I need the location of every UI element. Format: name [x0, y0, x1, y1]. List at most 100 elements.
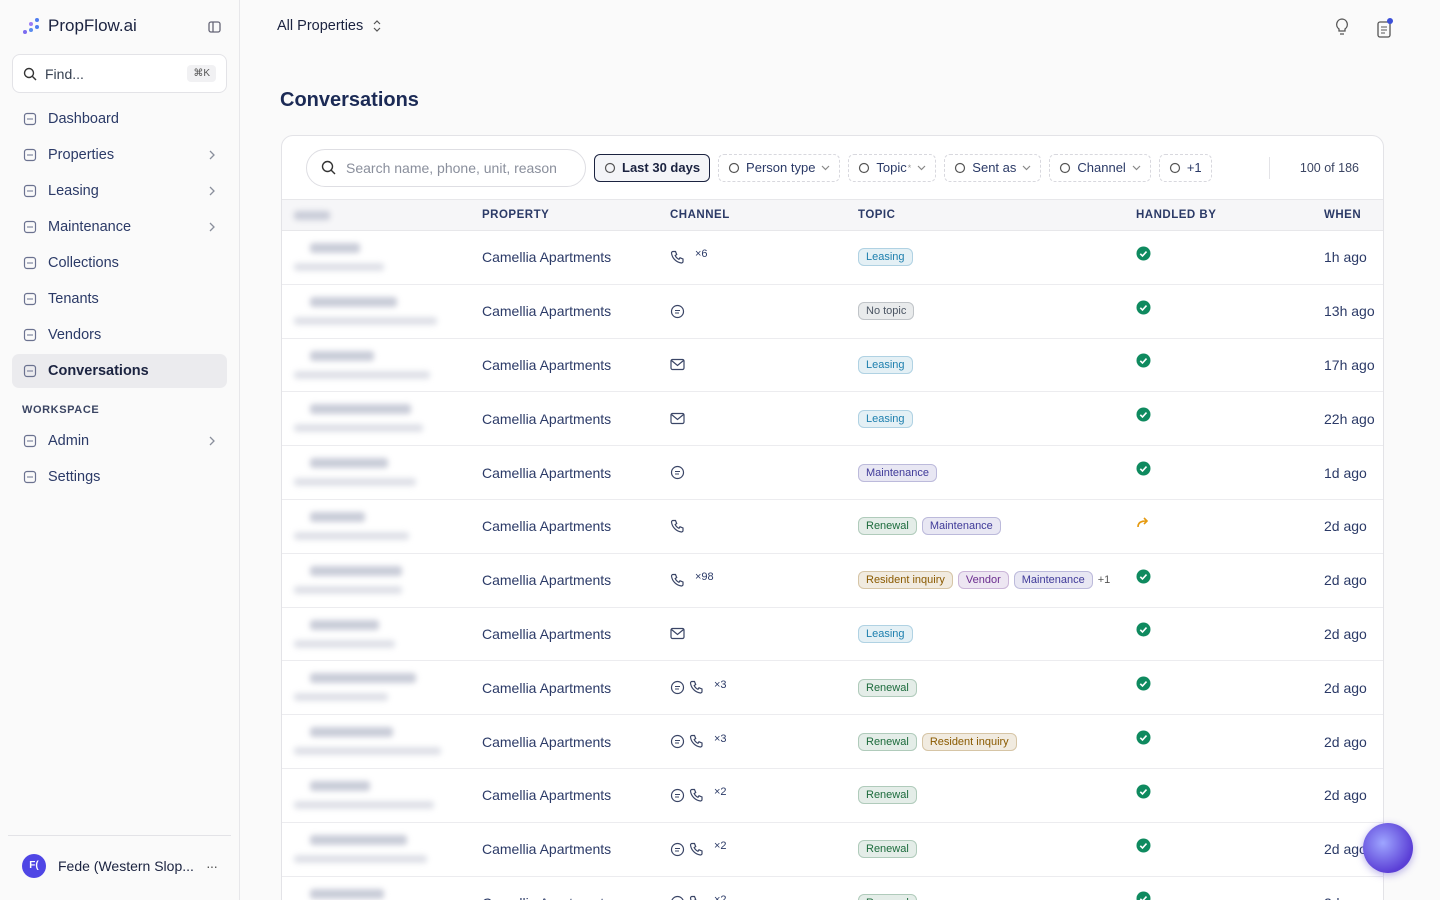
column-header[interactable]: TOPIC: [858, 209, 896, 221]
table-row[interactable]: Camellia Apartments ×2 Renewal 2d ago: [282, 877, 1383, 900]
chip-label: Person type: [746, 160, 816, 175]
nav-icon-svg: [23, 470, 37, 484]
tips-button[interactable]: [1334, 18, 1350, 36]
property-selector[interactable]: All Properties: [277, 18, 381, 34]
nav-item[interactable]: Admin: [12, 424, 227, 458]
status-icon-svg: [1136, 407, 1151, 422]
notes-button[interactable]: [1376, 18, 1394, 38]
table-row[interactable]: Camellia Apartments ×3 Renewal 2d ago: [282, 661, 1383, 716]
filter-chip[interactable]: Sent as: [944, 153, 1042, 182]
when-cell: 2d ago: [1324, 625, 1367, 642]
table-row[interactable]: Camellia Apartments Leasing 17h ago: [282, 339, 1383, 393]
channel-icon: [689, 788, 704, 803]
chip-label: Last 30 days: [622, 160, 701, 175]
topic-tag: Renewal: [858, 517, 917, 536]
nav-item[interactable]: Vendors: [12, 318, 227, 352]
filter-chip[interactable]: Topic *: [848, 153, 937, 182]
filter-chip[interactable]: +1: [1158, 153, 1212, 182]
channel-count: ×2: [714, 786, 727, 799]
channel-icon-svg: [670, 788, 685, 802]
table-row[interactable]: Camellia Apartments No topic 13h ago: [282, 285, 1383, 339]
table-search[interactable]: Search name, phone, unit, reason: [306, 148, 586, 187]
status-icon: [1136, 569, 1151, 584]
topic-tag: Leasing: [858, 409, 913, 428]
channel-count: ×2: [714, 893, 727, 900]
chevron-svg: [209, 436, 215, 446]
table-row[interactable]: Camellia Apartments ×3 Renewal Resident inq…: [282, 715, 1383, 769]
nav-item[interactable]: Properties: [12, 138, 227, 172]
nav-label: Leasing: [48, 183, 99, 199]
status-icon: [1136, 461, 1151, 476]
chip-caret-svg: [1132, 165, 1141, 170]
handled-cell: [1136, 657, 1151, 710]
blurred-name: [310, 296, 397, 307]
assistant-button[interactable]: [1363, 823, 1413, 873]
blurred-contact: [294, 639, 395, 648]
channel-icon: [670, 573, 685, 588]
nav-item[interactable]: Collections: [12, 246, 227, 280]
chip-icon: [604, 162, 616, 174]
table-search-placeholder: Search name, phone, unit, reason: [346, 159, 557, 176]
user-bar[interactable]: F( Fede (Western Slop... ···: [8, 835, 231, 895]
table-row[interactable]: Camellia Apartments Leasing 2d ago: [282, 608, 1383, 662]
status-icon-svg: [1136, 461, 1151, 476]
channel-icon: [670, 519, 685, 534]
nav-item[interactable]: Dashboard: [12, 102, 227, 136]
blurred-name: [310, 458, 388, 469]
column-header[interactable]: CHANNEL: [670, 209, 730, 221]
table-row[interactable]: Camellia Apartments Maintenance 1d ago: [282, 446, 1383, 500]
column-header[interactable]: HANDLED BY: [1136, 209, 1217, 221]
user-name: Fede (Western Slop...: [58, 857, 194, 874]
blurred-contact: [294, 263, 384, 271]
nav-item[interactable]: Settings: [12, 460, 227, 494]
topic-cell: Leasing: [858, 339, 918, 392]
status-icon: [1136, 515, 1151, 530]
collapse-button[interactable]: [208, 21, 221, 33]
nav-item[interactable]: Conversations: [12, 354, 227, 388]
nav-item[interactable]: Tenants: [12, 282, 227, 316]
column-header[interactable]: PROPERTY: [482, 209, 550, 221]
status-icon: [1136, 838, 1151, 853]
filter-chip[interactable]: Channel: [1049, 153, 1151, 182]
status-icon: [1136, 784, 1151, 799]
handled-cell: [1136, 335, 1151, 388]
filter-chip[interactable]: Person type: [718, 153, 841, 182]
main: All Properties Conversations Search name…: [240, 0, 1440, 900]
nav-icon: [23, 256, 37, 270]
channel-icon-svg: [670, 573, 684, 587]
nav-item[interactable]: Maintenance: [12, 210, 227, 244]
table-row[interactable]: Camellia Apartments Renewal Maintenance 2d …: [282, 500, 1383, 554]
status-icon-svg: [1136, 838, 1151, 853]
nav-icon-svg: [23, 434, 37, 448]
blurred-contact: [294, 747, 441, 756]
user-menu[interactable]: ···: [206, 857, 218, 874]
channel-cell: ×3: [670, 715, 727, 768]
nav-label: Vendors: [48, 327, 102, 343]
column-header[interactable]: WHEN: [1324, 209, 1362, 221]
filter-chip[interactable]: Last 30 days: [594, 153, 711, 182]
property-cell: Camellia Apartments: [482, 625, 612, 642]
nav-item[interactable]: Leasing: [12, 174, 227, 208]
nav-label: Admin: [48, 433, 90, 449]
nav-label: Collections: [48, 255, 119, 271]
find-input[interactable]: Find... ⌘K: [12, 54, 227, 93]
brand[interactable]: PropFlow.ai: [22, 16, 137, 36]
table-row[interactable]: Camellia Apartments ×98 Resident inquiry Ve…: [282, 554, 1383, 608]
nav-label: Dashboard: [48, 111, 119, 127]
table-row[interactable]: Camellia Apartments ×2 Renewal 2d ago: [282, 823, 1383, 877]
chevron: [208, 150, 216, 160]
channel-icon-svg: [670, 465, 685, 480]
topic-cell: Leasing: [858, 392, 918, 445]
blurred-contact: [294, 316, 437, 325]
handled-cell: [1136, 496, 1151, 549]
blurred-name: [310, 834, 407, 845]
table-row[interactable]: Camellia Apartments Leasing 22h ago: [282, 392, 1383, 447]
blurred-contact: [294, 585, 402, 594]
blurred-name: [310, 727, 393, 738]
table-row[interactable]: Camellia Apartments ×2 Renewal 2d ago: [282, 769, 1383, 823]
table-row[interactable]: Camellia Apartments ×6 Leasing 1h ago: [282, 231, 1383, 285]
topic-cell: Renewal Maintenance: [858, 500, 1006, 553]
blurred-contact: [294, 800, 434, 809]
nav-label: Properties: [48, 147, 115, 163]
topic-tag: Renewal: [858, 840, 917, 859]
